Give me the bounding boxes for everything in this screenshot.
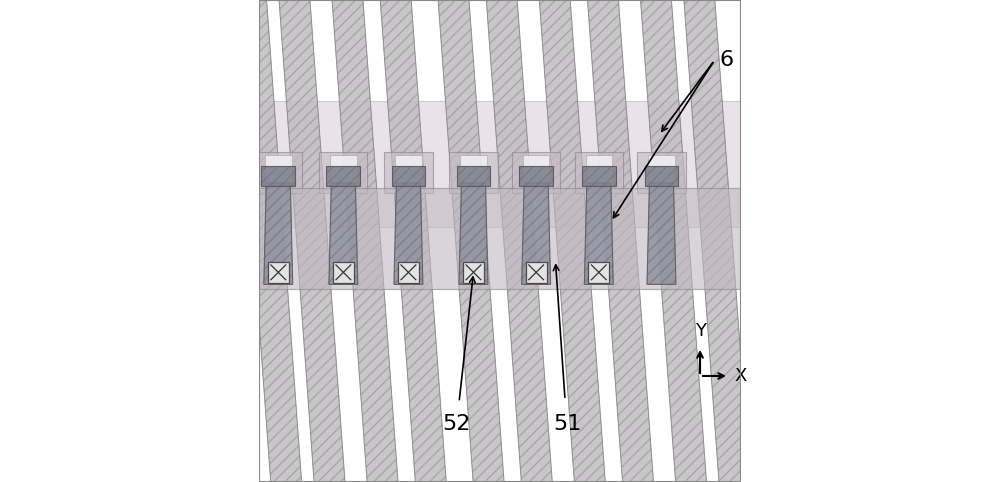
Bar: [637, 152, 686, 193]
Bar: [333, 262, 354, 283]
Polygon shape: [330, 0, 400, 482]
Bar: [254, 188, 746, 289]
Polygon shape: [485, 0, 554, 482]
Text: X: X: [735, 367, 747, 385]
Polygon shape: [682, 0, 752, 482]
Bar: [398, 262, 419, 283]
Polygon shape: [522, 183, 551, 284]
Bar: [519, 166, 553, 186]
Bar: [645, 166, 678, 186]
Bar: [261, 166, 295, 186]
Bar: [460, 155, 487, 182]
Text: 6: 6: [719, 50, 733, 70]
Bar: [326, 166, 360, 186]
Polygon shape: [436, 0, 506, 482]
Text: 51: 51: [553, 414, 582, 434]
Text: Y: Y: [695, 322, 706, 340]
Bar: [526, 262, 547, 283]
Bar: [261, 166, 295, 186]
Bar: [395, 155, 422, 182]
Polygon shape: [277, 0, 347, 482]
Polygon shape: [264, 183, 293, 284]
Polygon shape: [586, 0, 655, 482]
Bar: [449, 152, 498, 193]
Bar: [523, 155, 549, 182]
Bar: [457, 166, 490, 186]
Bar: [645, 166, 678, 186]
Bar: [254, 101, 746, 227]
Bar: [648, 155, 675, 182]
Polygon shape: [459, 183, 488, 284]
Polygon shape: [538, 0, 607, 482]
Bar: [254, 152, 302, 193]
Bar: [582, 166, 616, 186]
Polygon shape: [639, 0, 708, 482]
Polygon shape: [379, 0, 448, 482]
Bar: [457, 166, 490, 186]
Bar: [326, 166, 360, 186]
Polygon shape: [584, 183, 613, 284]
Polygon shape: [234, 0, 303, 482]
Text: 52: 52: [442, 414, 471, 434]
Bar: [575, 152, 623, 193]
Bar: [392, 166, 425, 186]
Bar: [582, 166, 616, 186]
Bar: [463, 262, 484, 283]
Bar: [268, 262, 289, 283]
Bar: [392, 166, 425, 186]
Bar: [265, 155, 292, 182]
Polygon shape: [647, 183, 676, 284]
Bar: [588, 262, 609, 283]
Bar: [519, 166, 553, 186]
Polygon shape: [394, 183, 423, 284]
Bar: [384, 152, 433, 193]
Bar: [330, 155, 357, 182]
Bar: [512, 152, 560, 193]
Bar: [586, 155, 612, 182]
Polygon shape: [329, 183, 358, 284]
Bar: [319, 152, 367, 193]
